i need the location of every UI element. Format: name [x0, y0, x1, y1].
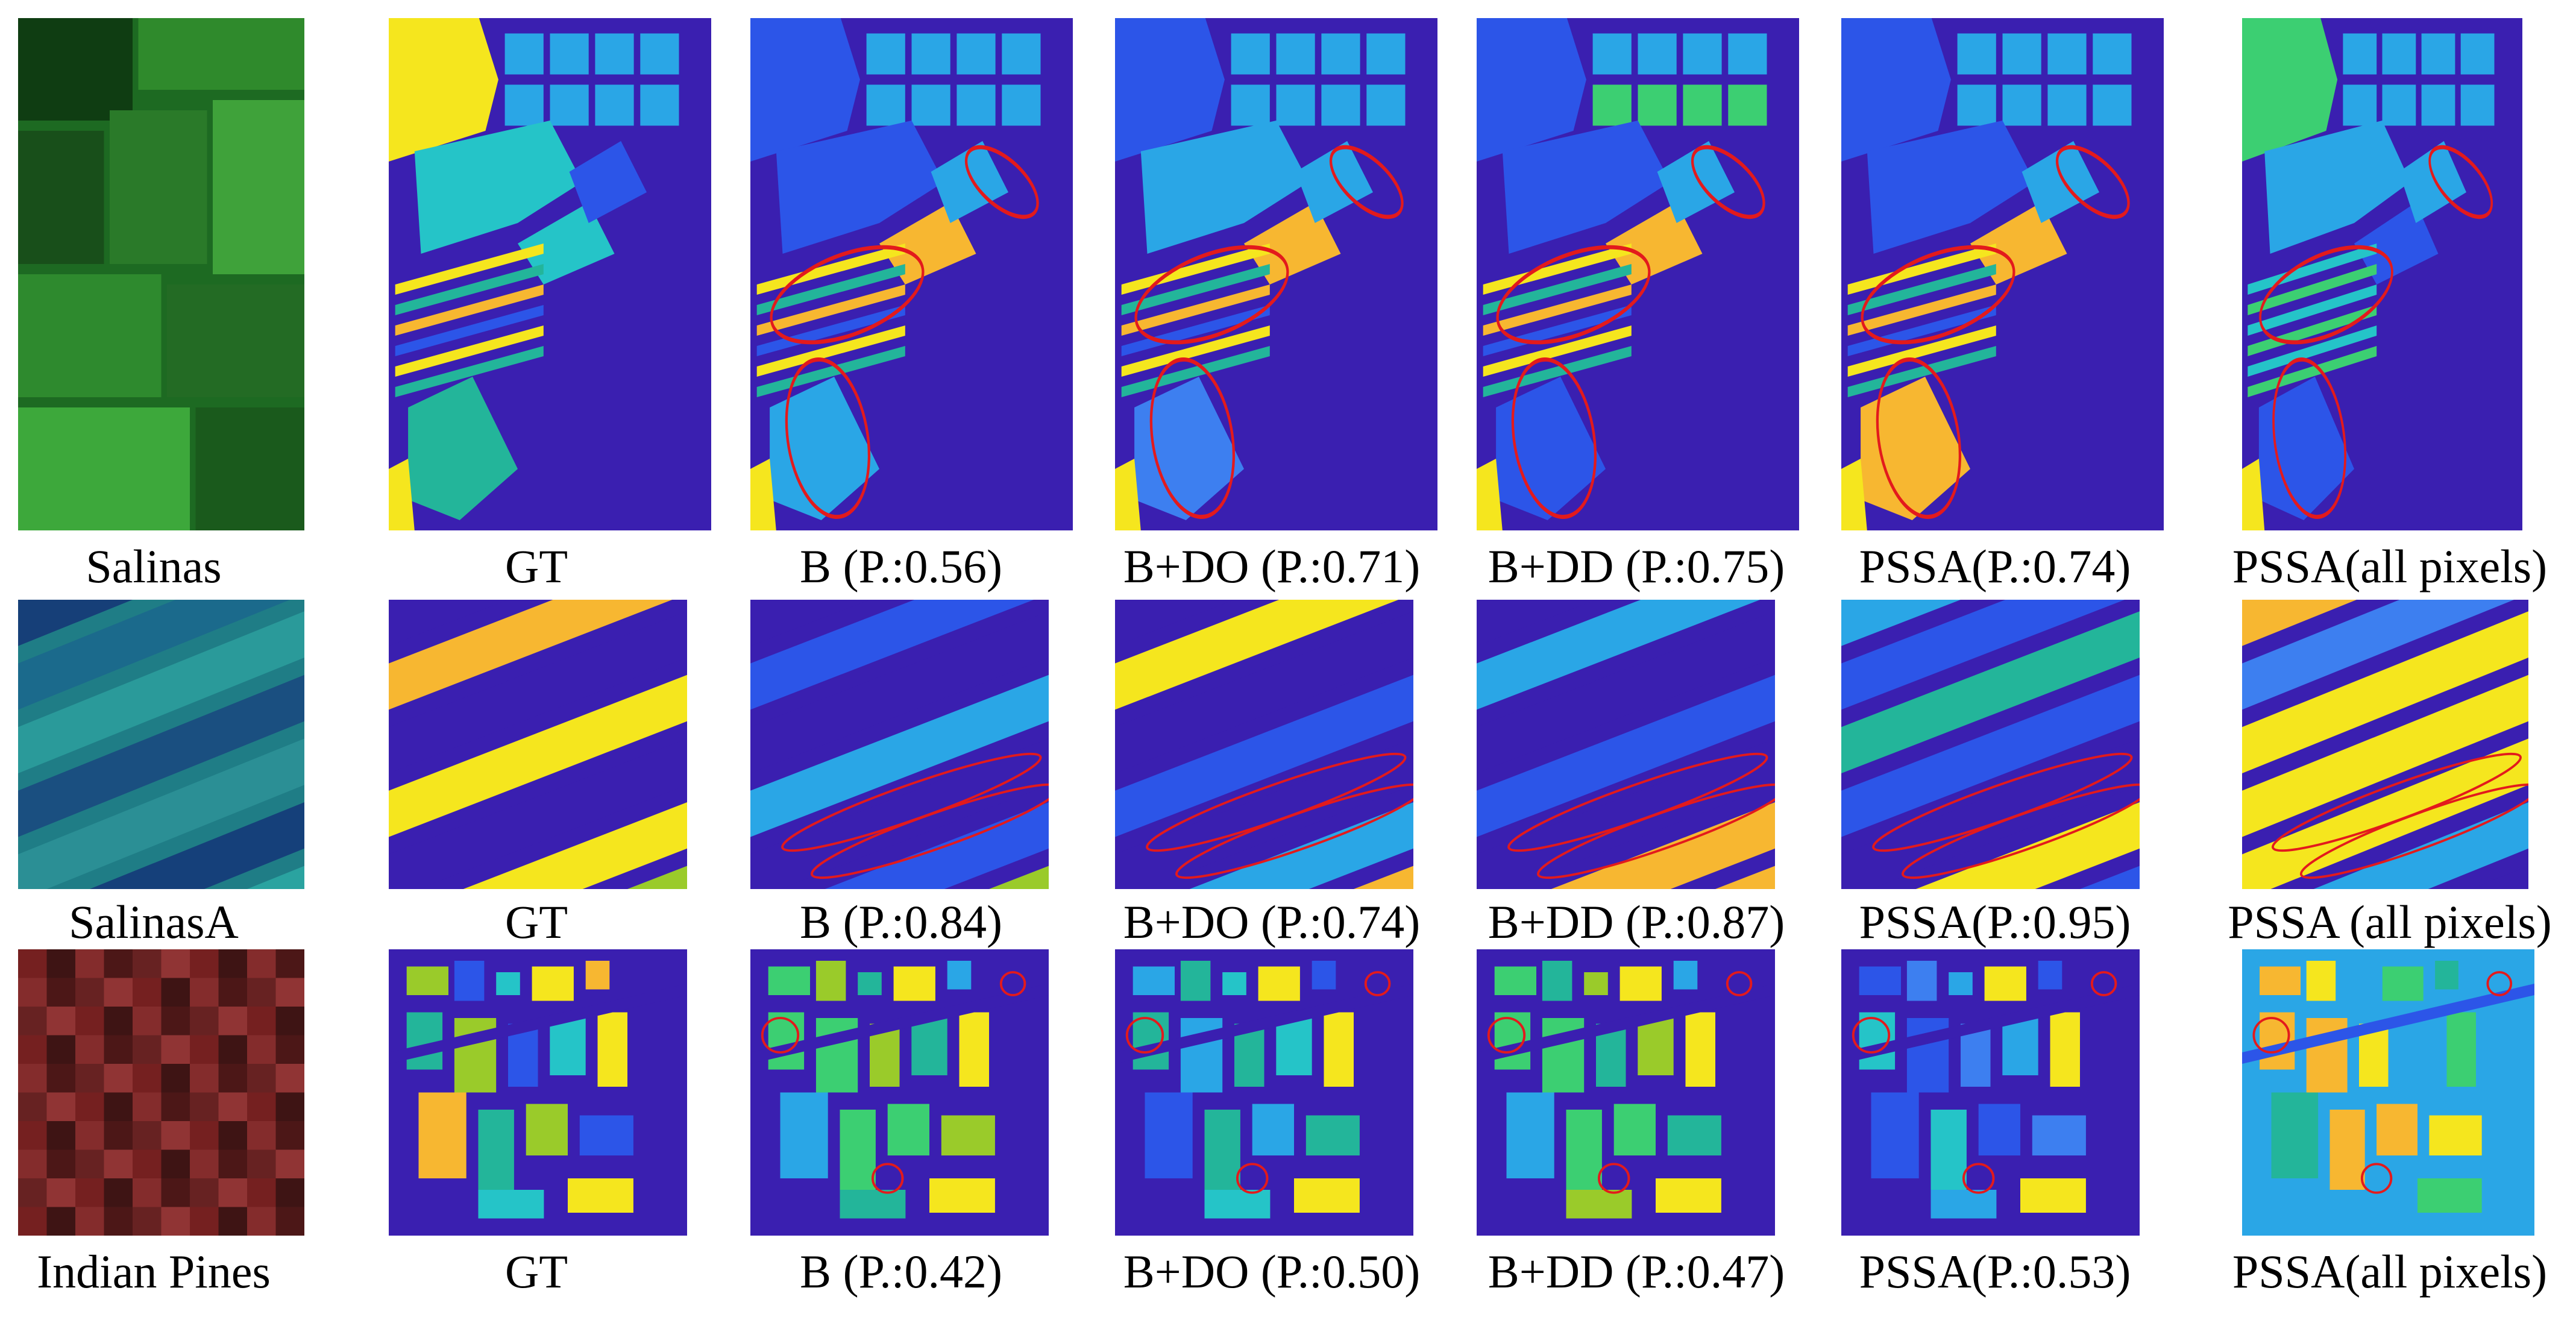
- panel-indian-pines-b: [750, 949, 1049, 1236]
- caption-salinas-image: Salinas: [86, 540, 222, 592]
- classification-map: [1841, 18, 2164, 530]
- caption-salinas-dd: B+DD (P.:0.75): [1487, 540, 1785, 592]
- panel-salinasa-all: [2242, 600, 2528, 889]
- false-color-image: [18, 18, 304, 530]
- caption-salinasa-dd: B+DD (P.:0.87): [1487, 896, 1785, 948]
- caption-indian-pines-all: PSSA(all pixels): [2232, 1245, 2548, 1298]
- panel-salinasa-pssa: [1841, 600, 2140, 889]
- panel-salinas-gt: [389, 18, 711, 530]
- classification-map: [750, 18, 1073, 530]
- panel-indian-pines-pssa: [1841, 949, 2140, 1236]
- caption-salinas-do: B+DO (P.:0.71): [1123, 540, 1421, 592]
- caption-indian-pines-dd: B+DD (P.:0.47): [1487, 1245, 1785, 1298]
- classification-map: [1841, 949, 2140, 1236]
- caption-salinasa-do: B+DO (P.:0.74): [1123, 896, 1421, 948]
- caption-salinas-pssa: PSSA(P.:0.74): [1859, 540, 2131, 592]
- caption-indian-pines-gt: GT: [505, 1245, 568, 1298]
- classification-map: [1477, 949, 1775, 1236]
- panel-salinas-all: [2242, 18, 2522, 530]
- caption-indian-pines-image: Indian Pines: [37, 1245, 271, 1298]
- caption-salinas-gt: GT: [505, 540, 568, 592]
- classification-map: [1477, 18, 1799, 530]
- classification-map: [1115, 18, 1437, 530]
- classification-map: [389, 600, 687, 889]
- false-color-image: [18, 949, 304, 1236]
- false-color-image: [18, 600, 304, 889]
- caption-salinas-all: PSSA(all pixels): [2232, 540, 2548, 592]
- panel-indian-pines-dd: [1477, 949, 1775, 1236]
- classification-map: [750, 600, 1049, 889]
- panel-salinas-dd: [1477, 18, 1799, 530]
- classification-map: [1115, 949, 1413, 1236]
- panel-salinasa-image: [18, 600, 304, 889]
- panel-salinasa-b: [750, 600, 1049, 889]
- caption-salinasa-b: B (P.:0.84): [800, 896, 1002, 948]
- classification-map: [389, 18, 711, 530]
- panel-salinasa-do: [1115, 600, 1413, 889]
- panel-indian-pines-gt: [389, 949, 687, 1236]
- panel-indian-pines-all: [2242, 949, 2534, 1236]
- classification-map: [2242, 600, 2528, 889]
- panel-salinas-pssa: [1841, 18, 2164, 530]
- panel-salinasa-dd: [1477, 600, 1775, 889]
- panel-indian-pines-do: [1115, 949, 1413, 1236]
- panel-salinas-b: [750, 18, 1073, 530]
- classification-map: [1477, 600, 1775, 889]
- caption-salinasa-pssa: PSSA(P.:0.95): [1859, 896, 2131, 948]
- caption-indian-pines-pssa: PSSA(P.:0.53): [1859, 1245, 2131, 1298]
- classification-map: [2242, 949, 2534, 1236]
- classification-map: [1115, 600, 1413, 889]
- classification-map: [389, 949, 687, 1236]
- caption-indian-pines-do: B+DO (P.:0.50): [1123, 1245, 1421, 1298]
- caption-salinasa-image: SalinasA: [69, 896, 239, 948]
- classification-map: [1841, 600, 2140, 889]
- caption-salinasa-all: PSSA (all pixels): [2228, 896, 2552, 948]
- classification-map: [2242, 18, 2522, 530]
- panel-salinas-image: [18, 18, 304, 530]
- caption-salinasa-gt: GT: [505, 896, 568, 948]
- panel-salinas-do: [1115, 18, 1437, 530]
- panel-salinasa-gt: [389, 600, 687, 889]
- caption-indian-pines-b: B (P.:0.42): [800, 1245, 1002, 1298]
- classification-map: [750, 949, 1049, 1236]
- caption-salinas-b: B (P.:0.56): [800, 540, 1002, 592]
- panel-indian-pines-image: [18, 949, 304, 1236]
